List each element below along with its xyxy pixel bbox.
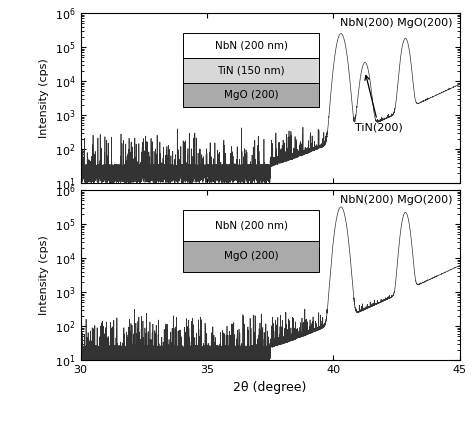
Text: NbN (200 nm): NbN (200 nm): [215, 221, 288, 231]
Text: TiN (150 nm): TiN (150 nm): [218, 66, 285, 76]
Bar: [183, 58, 319, 83]
Y-axis label: Intensity (cps): Intensity (cps): [39, 58, 49, 138]
Text: NbN(200) MgO(200): NbN(200) MgO(200): [340, 18, 452, 28]
Bar: [183, 33, 319, 58]
Y-axis label: Intensity (cps): Intensity (cps): [39, 235, 49, 315]
Text: MgO (200): MgO (200): [224, 90, 279, 100]
X-axis label: 2θ (degree): 2θ (degree): [234, 381, 307, 394]
Bar: [183, 210, 319, 241]
Bar: [183, 83, 319, 108]
Text: TiN(200): TiN(200): [355, 76, 403, 133]
Bar: [183, 241, 319, 272]
Text: NbN(200) MgO(200): NbN(200) MgO(200): [340, 195, 452, 205]
Text: NbN (200 nm): NbN (200 nm): [215, 41, 288, 51]
Text: MgO (200): MgO (200): [224, 251, 279, 261]
